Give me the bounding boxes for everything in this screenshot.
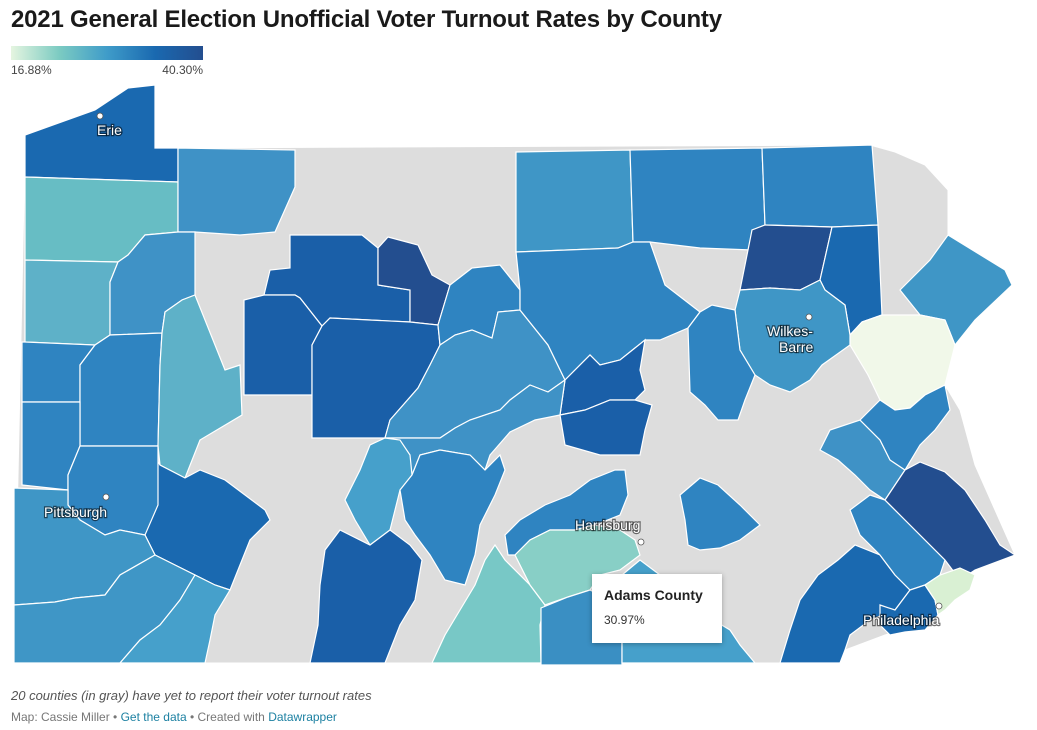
tooltip-county-name: Adams County: [604, 587, 703, 603]
datawrapper-link[interactable]: Datawrapper: [268, 710, 337, 724]
county-tioga[interactable]: [515, 149, 634, 253]
county-union[interactable]: [559, 399, 653, 456]
philadelphia-city-dot: [935, 602, 943, 610]
county-lebanon[interactable]: [679, 477, 761, 551]
harrisburg-city-label: Harrisburg: [575, 517, 640, 533]
county-franklin[interactable]: [431, 543, 546, 664]
chart-note: 20 counties (in gray) have yet to report…: [11, 688, 372, 703]
county-columbia[interactable]: [687, 304, 756, 421]
county-bedford[interactable]: [309, 529, 423, 664]
county-tooltip: Adams County 30.97%: [592, 574, 722, 643]
wilkes-barre-city-label-line1: Wilkes-: [767, 323, 813, 339]
county-butler[interactable]: [79, 332, 163, 447]
chart-title: 2021 General Election Unofficial Voter T…: [11, 6, 722, 33]
county-bradford[interactable]: [629, 147, 766, 251]
pittsburgh-city-dot: [102, 493, 110, 501]
county-mercer[interactable]: [24, 259, 119, 346]
county-warren[interactable]: [177, 147, 296, 236]
legend-min-label: 16.88%: [11, 63, 52, 77]
county-mifflin[interactable]: [399, 449, 506, 586]
philadelphia-city-label: Philadelphia: [863, 612, 939, 628]
harrisburg-city-dot: [637, 538, 645, 546]
wilkes-barre-city-label-line2: Barre: [779, 339, 813, 355]
county-map: Erie Pittsburgh Harrisburg Wilkes- Barre…: [13, 84, 1017, 666]
footer-separator-2: • Created with: [186, 710, 269, 724]
erie-city-dot: [96, 112, 104, 120]
footer-separator-1: •: [109, 710, 121, 724]
footer-byline: Map: Cassie Miller: [11, 710, 110, 724]
get-the-data-link[interactable]: Get the data: [120, 710, 187, 724]
erie-city-label: Erie: [97, 122, 122, 138]
county-bucks[interactable]: [884, 461, 1017, 581]
tooltip-turnout-value: 30.97%: [604, 613, 645, 627]
pittsburgh-city-label: Pittsburgh: [44, 504, 107, 520]
legend-gradient: [11, 46, 203, 60]
color-legend: 16.88% 40.30%: [11, 46, 203, 77]
county-westmoreland[interactable]: [118, 574, 231, 664]
legend-max-label: 40.30%: [162, 63, 203, 77]
county-susquehanna[interactable]: [761, 144, 879, 228]
chart-footer: Map: Cassie Miller • Get the data • Crea…: [11, 710, 337, 724]
county-monroe[interactable]: [859, 384, 951, 471]
county-cumberland[interactable]: [514, 524, 641, 606]
wilkes-barre-city-dot: [805, 313, 813, 321]
